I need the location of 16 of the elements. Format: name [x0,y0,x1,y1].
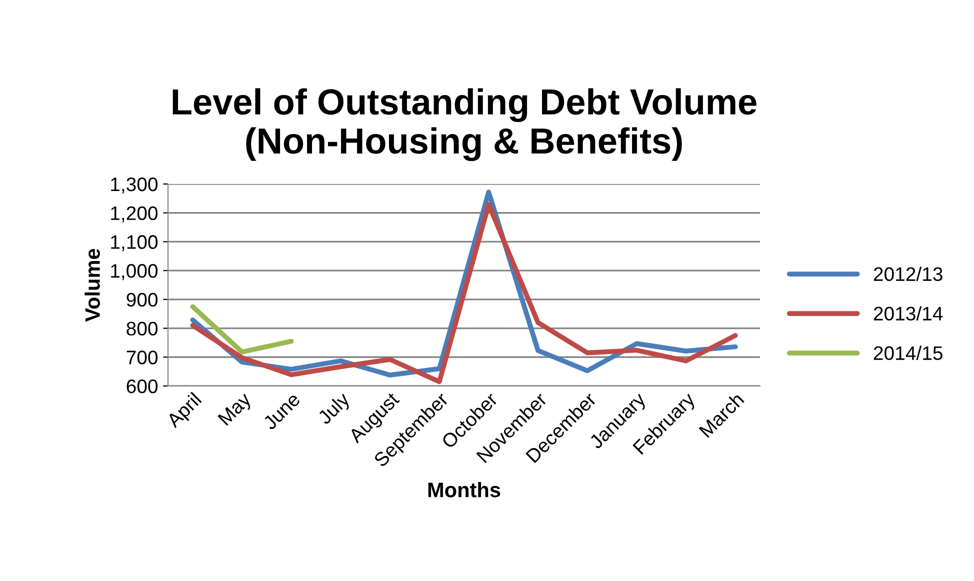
y-tick-label: 600 [126,379,158,394]
y-tick-label: 800 [126,322,158,336]
chart-title: Level of Outstanding Debt Volume (Non-Housing & Benefits) [172,88,756,162]
y-tick-label: 1,100 [111,235,158,252]
x-tick-label: May [218,391,255,429]
y-tick-label: 1,000 [111,264,158,280]
legend-label: 2012/13 [874,266,942,282]
x-tick-label: July [316,390,354,428]
y-tick-label: 1,300 [111,177,158,194]
legend-label: 2013/14 [874,306,943,321]
y-axis-title: Volume [84,248,100,322]
legend-label: 2014/15 [874,346,942,360]
x-axis-title: Months [428,482,500,498]
y-tick-label: 900 [126,292,158,307]
y-tick-label: 1,200 [111,206,158,222]
y-tick-label: 700 [126,350,158,364]
